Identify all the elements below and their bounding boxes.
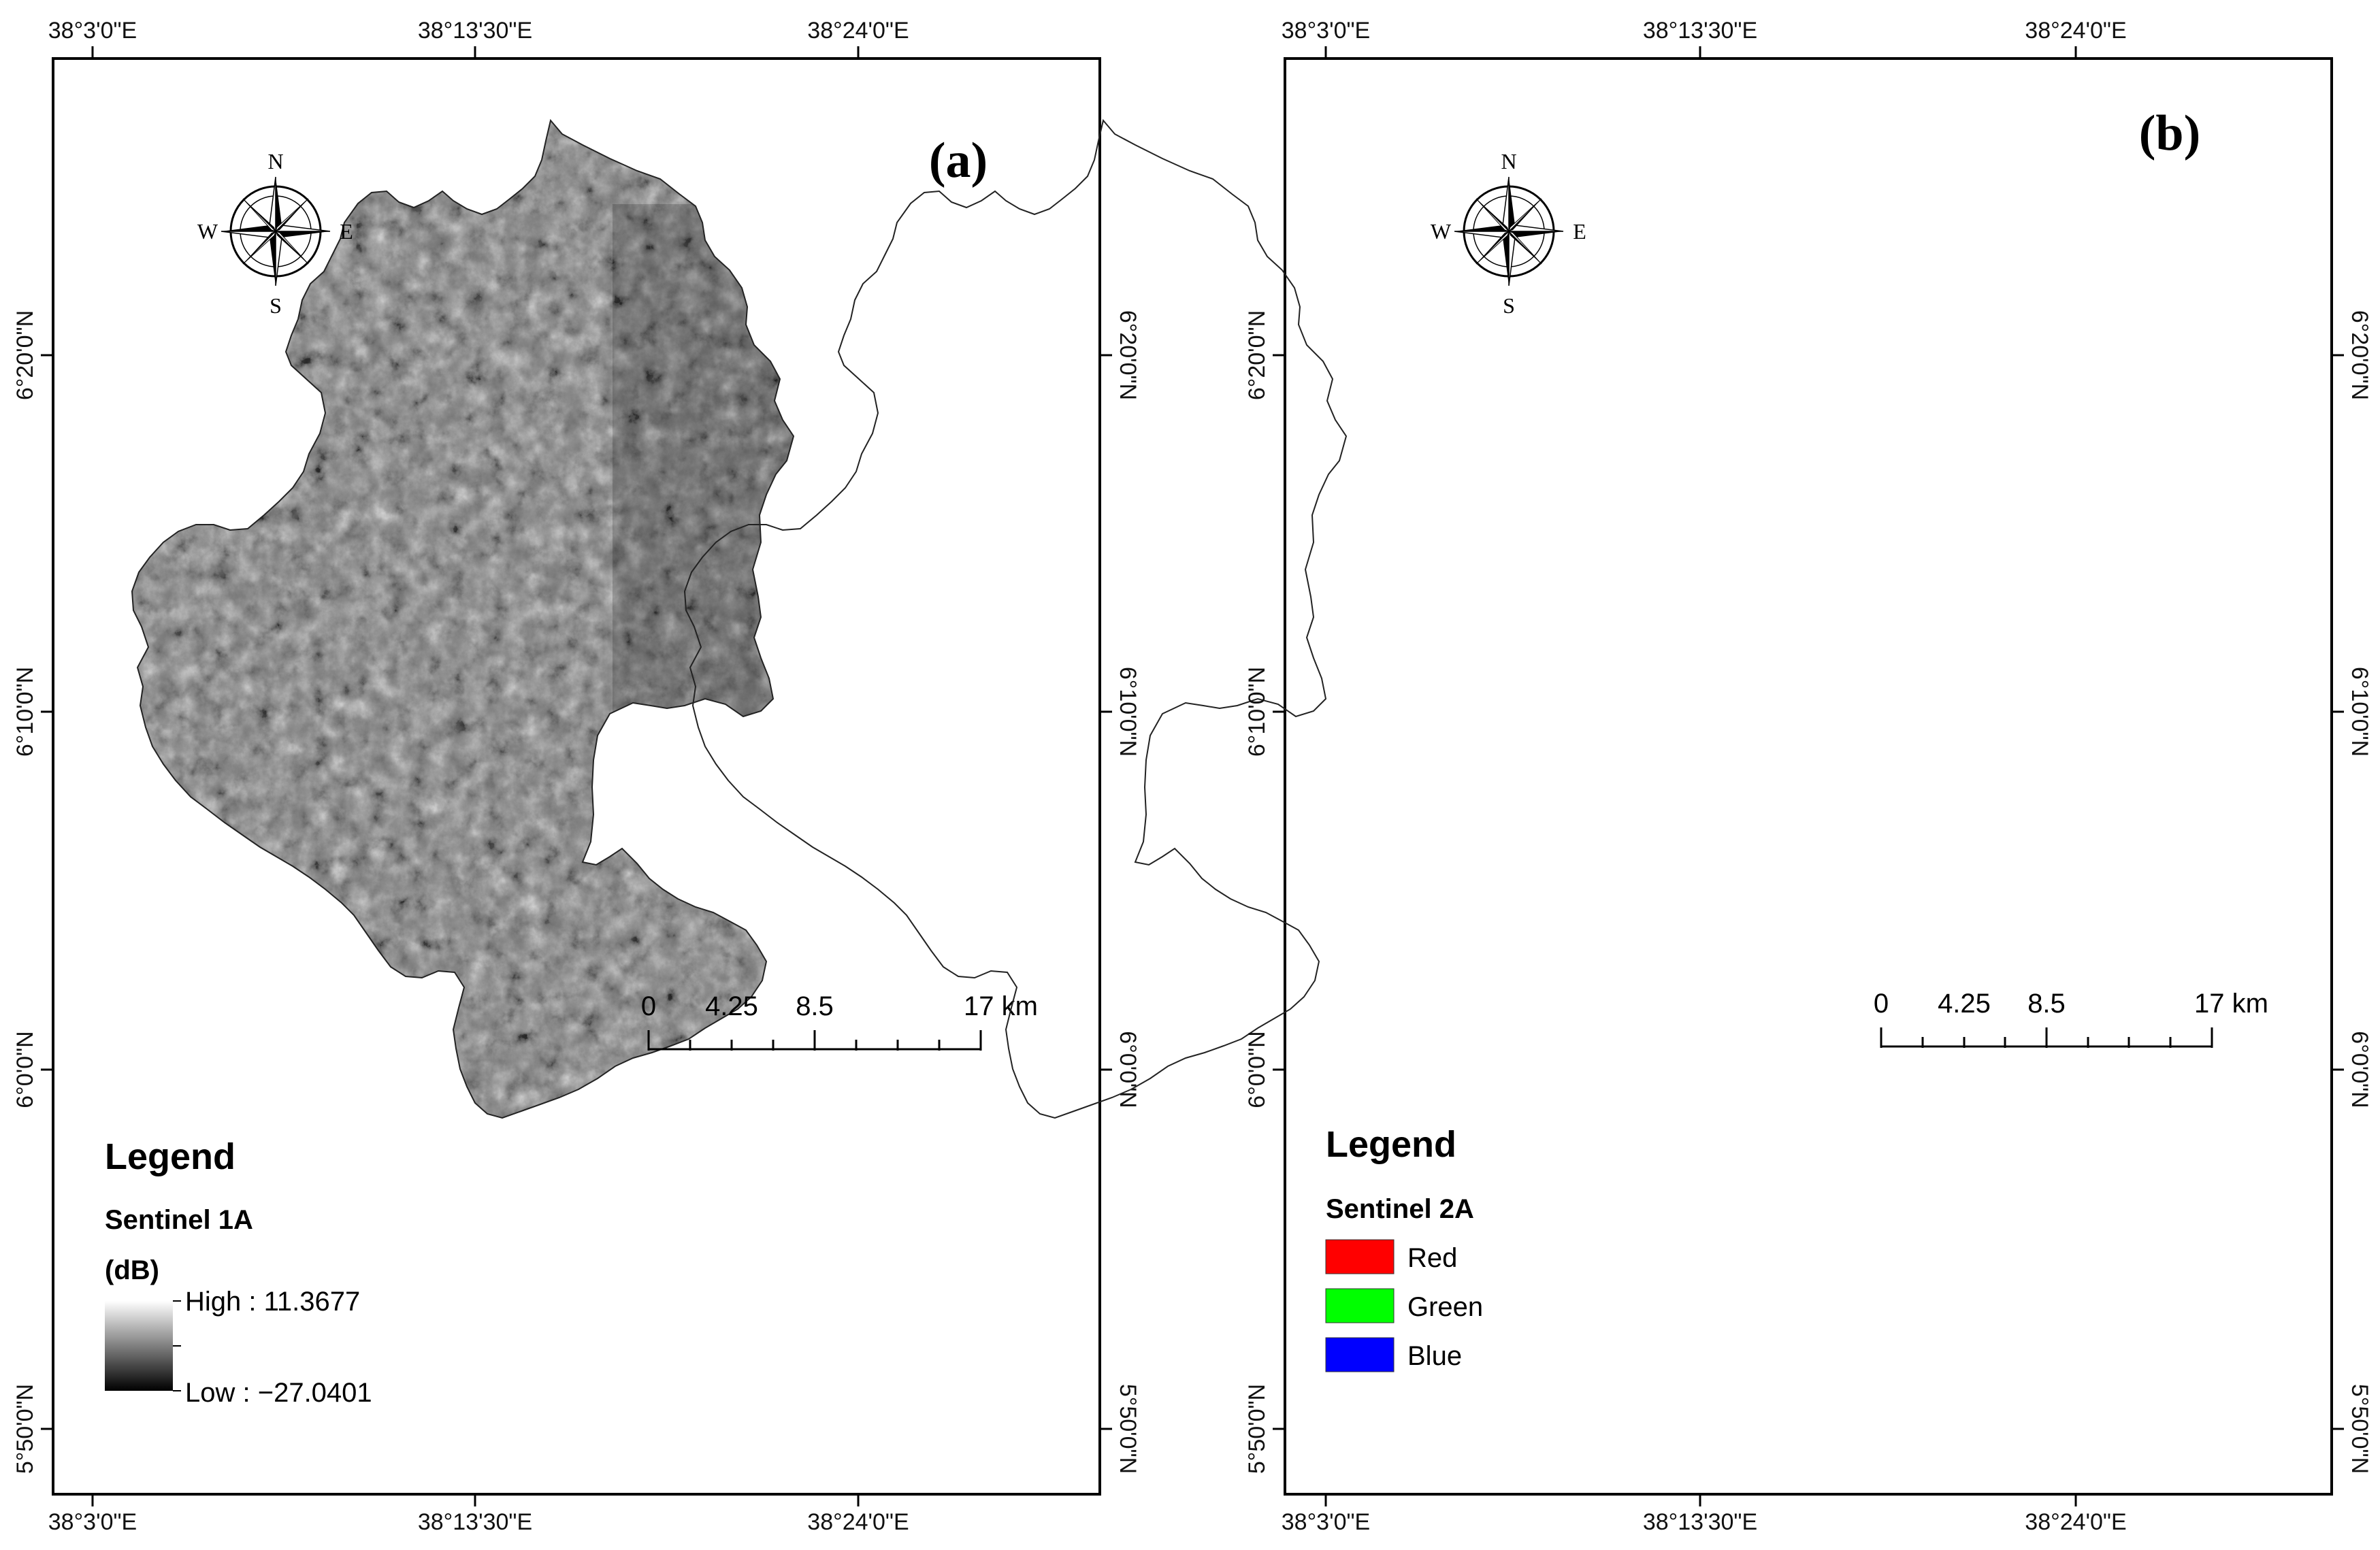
bottom-tick-3: 38°24'0"E [2025,1509,2126,1535]
top-tick-3: 38°24'0"E [2025,18,2126,44]
legend-label-green: Green [1407,1292,1483,1322]
right-tick-2: 6°10'0"N [2347,667,2373,757]
left-tick-2: 6°10'0"N [12,667,38,757]
svg-text:4.25: 4.25 [1938,989,1991,1019]
legend-swatch-red [1325,1239,1395,1274]
svg-text:N: N [1501,149,1516,174]
legend-title: Legend [105,1136,235,1177]
left-tick-1: 6°20'0"N [1244,310,1270,400]
panel-label: (a) [929,133,988,188]
scale-bar: 0 4.25 8.5 17 km [1874,989,2268,1048]
bottom-tick-3: 38°24'0"E [807,1509,909,1535]
bottom-tick-2: 38°13'30"E [1643,1509,1757,1535]
panel-label: (b) [2139,105,2200,161]
compass-rose-icon: N S E W [1431,149,1586,318]
svg-text:E: E [1573,219,1586,244]
right-tick-3: 6°0'0"N [2347,1031,2373,1108]
svg-text:W: W [1431,219,1452,244]
right-tick-3: 6°0'0"N [1115,1031,1141,1108]
db-color-ramp [105,1301,173,1391]
svg-text:8.5: 8.5 [2027,989,2066,1019]
svg-text:W: W [197,219,218,244]
legend-subtitle: Sentinel 2A [1326,1194,1474,1224]
frame-ticks [41,46,1112,1506]
left-tick-4: 5°50'0"N [12,1384,38,1474]
compass-rose-icon: N S E W [197,149,353,318]
bottom-tick-2: 38°13'30"E [418,1509,532,1535]
left-tick-3: 6°0'0"N [1244,1031,1270,1108]
legend-low-label: Low : −27.0401 [185,1378,372,1408]
frame-ticks [1273,46,2344,1506]
left-tick-2: 6°10'0"N [1244,667,1270,757]
scale-bar: 0 4.25 8.5 17 km [641,991,1038,1051]
top-tick-1: 38°3'0"E [1282,18,1370,44]
map-frame [1284,57,2333,1496]
legend-label-red: Red [1407,1243,1457,1273]
legend: Legend Sentinel 2A Red Green Blue [1325,1124,1483,1372]
bottom-tick-1: 38°3'0"E [1282,1509,1370,1535]
legend-swatch-blue [1325,1337,1395,1372]
left-tick-4: 5°50'0"N [1244,1384,1270,1474]
right-tick-1: 6°20'0"N [2347,310,2373,400]
top-tick-3: 38°24'0"E [807,18,909,44]
svg-text:S: S [1503,293,1515,318]
top-tick-2: 38°13'30"E [418,18,532,44]
top-tick-1: 38°3'0"E [48,18,137,44]
svg-text:S: S [270,293,282,318]
left-tick-3: 6°0'0"N [12,1031,38,1108]
svg-text:N: N [267,149,283,174]
left-tick-1: 6°20'0"N [12,310,38,400]
svg-text:0: 0 [641,991,656,1021]
legend-title: Legend [1326,1124,1456,1165]
panel-b: 38°3'0"E 38°13'30"E 38°24'0"E 38°3'0"E 3… [684,18,2373,1535]
legend: Legend Sentinel 1A (dB) High : 11.3677 L… [105,1136,372,1408]
svg-text:8.5: 8.5 [796,991,834,1021]
bottom-tick-1: 38°3'0"E [48,1509,137,1535]
legend-subtitle: Sentinel 1A [105,1205,253,1235]
right-tick-2: 6°10'0"N [1115,667,1141,757]
svg-text:E: E [340,219,353,244]
right-tick-4: 5°50'0"N [1115,1384,1141,1474]
legend-label-blue: Blue [1407,1341,1462,1371]
panel-a: 38°3'0"E 38°13'30"E 38°24'0"E 38°3'0"E 3… [12,18,1141,1535]
top-tick-2: 38°13'30"E [1643,18,1757,44]
right-tick-1: 6°20'0"N [1115,310,1141,400]
right-tick-4: 5°50'0"N [2347,1384,2373,1474]
svg-text:4.25: 4.25 [705,991,758,1021]
svg-text:17 km: 17 km [964,991,1038,1021]
legend-swatch-green [1325,1288,1395,1323]
svg-text:0: 0 [1874,989,1889,1019]
legend-high-label: High : 11.3677 [185,1287,360,1317]
legend-unit: (dB) [105,1255,159,1285]
svg-text:17 km: 17 km [2194,989,2268,1019]
